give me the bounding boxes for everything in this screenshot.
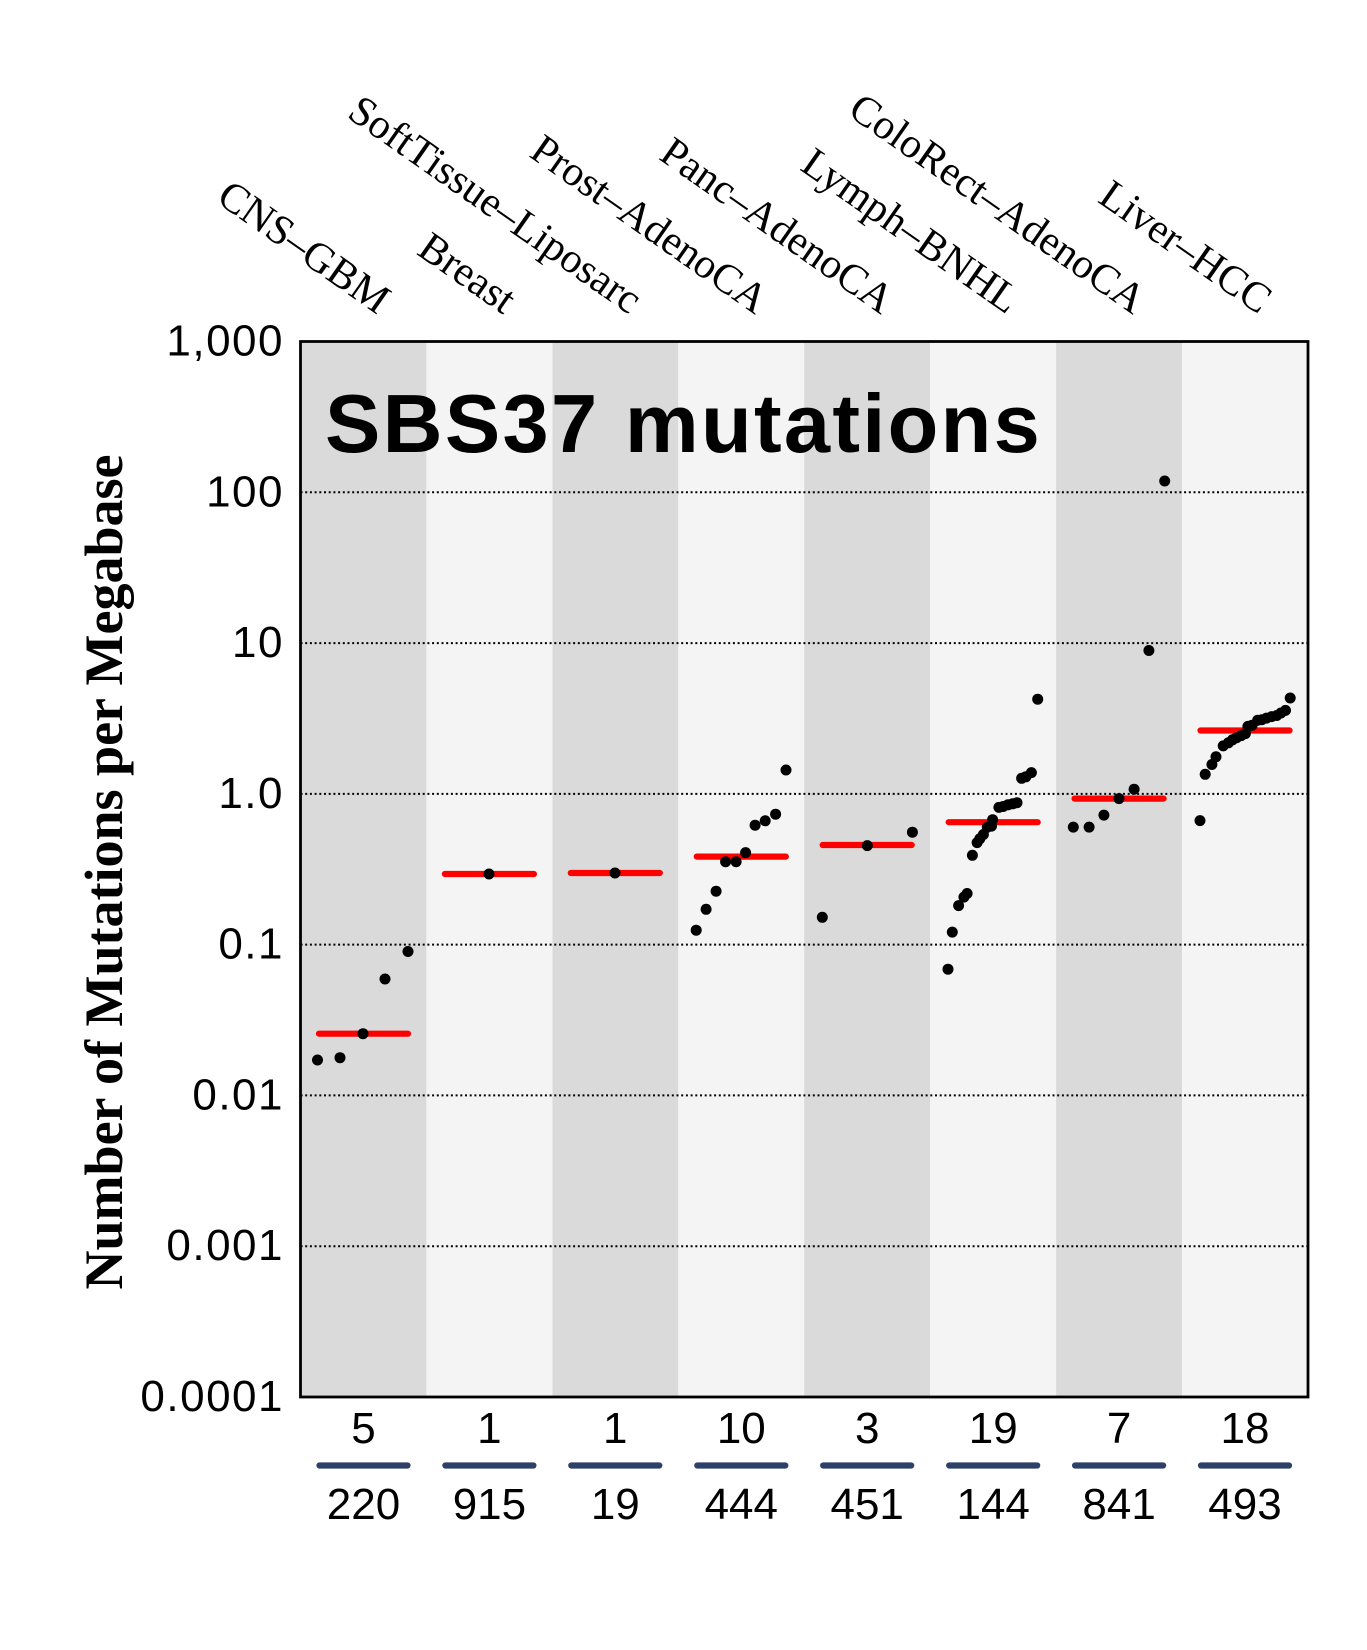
svg-text:0.01: 0.01: [192, 1070, 284, 1119]
svg-text:0.0001: 0.0001: [140, 1372, 284, 1421]
svg-text:0.001: 0.001: [166, 1221, 284, 1270]
svg-text:0.1: 0.1: [218, 920, 284, 969]
svg-text:5: 5: [351, 1404, 375, 1453]
svg-text:144: 144: [956, 1480, 1029, 1529]
svg-text:1,000: 1,000: [166, 317, 284, 366]
svg-text:10: 10: [717, 1404, 766, 1453]
svg-text:444: 444: [705, 1480, 778, 1529]
svg-text:19: 19: [969, 1404, 1018, 1453]
svg-text:18: 18: [1221, 1404, 1270, 1453]
svg-text:100: 100: [206, 467, 284, 516]
svg-text:1: 1: [477, 1404, 501, 1453]
svg-text:220: 220: [327, 1480, 400, 1529]
svg-text:3: 3: [855, 1404, 879, 1453]
svg-text:493: 493: [1208, 1480, 1281, 1529]
svg-text:SBS37 mutations: SBS37 mutations: [325, 377, 1042, 470]
svg-text:Number of Mutations per Megaba: Number of Mutations per Megabase: [74, 455, 134, 1290]
svg-text:10: 10: [232, 618, 284, 667]
svg-text:841: 841: [1082, 1480, 1155, 1529]
svg-text:19: 19: [591, 1480, 640, 1529]
svg-text:915: 915: [453, 1480, 526, 1529]
svg-text:451: 451: [830, 1480, 903, 1529]
svg-text:1: 1: [603, 1404, 627, 1453]
svg-text:1.0: 1.0: [218, 769, 284, 818]
svg-text:7: 7: [1107, 1404, 1131, 1453]
